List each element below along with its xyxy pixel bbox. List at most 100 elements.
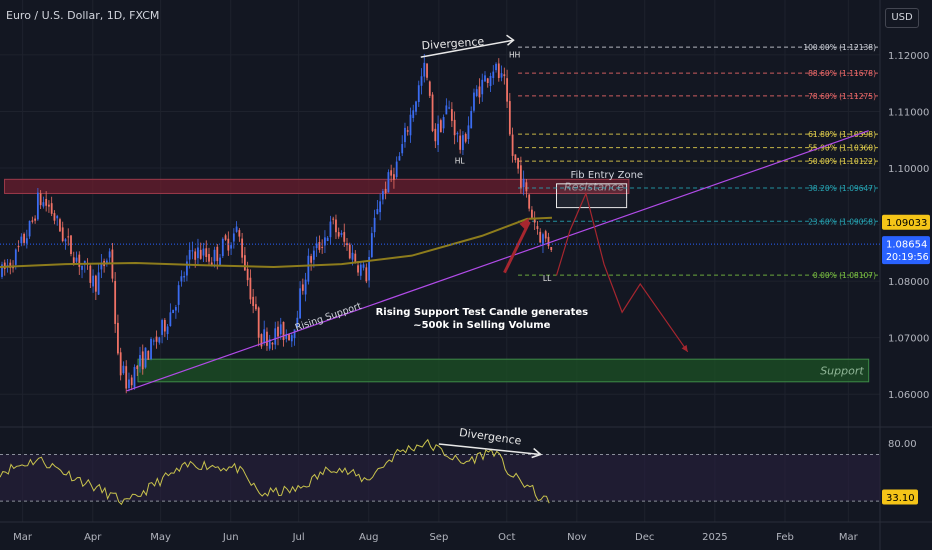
candle-body [174, 307, 177, 311]
rising-support-trendline [126, 130, 869, 392]
candle-body [180, 276, 183, 282]
candle-body [486, 78, 489, 84]
candle-body [114, 280, 117, 324]
candle-body [417, 85, 420, 103]
candle-body [293, 329, 296, 339]
candle-body [495, 63, 497, 71]
candle-body [92, 275, 94, 287]
time-tick-label: 2025 [702, 532, 727, 543]
chart-axes: 1.120001.110001.100001.090001.080001.070… [0, 51, 930, 543]
fib-level-label: 88.60% (1.11678) [808, 69, 876, 78]
candle-body [348, 244, 351, 259]
candle-body [105, 260, 108, 264]
candle-body [508, 101, 511, 135]
bar-countdown-label: 20:19:56 [886, 252, 929, 263]
candle-body [169, 312, 172, 327]
candle-body [83, 260, 86, 265]
ma-value-tag [882, 214, 930, 230]
candle-body [108, 251, 111, 258]
candle-body [241, 238, 244, 258]
candle-body [351, 252, 354, 260]
fib-level-label: 55.90% (1.10360) [808, 144, 876, 153]
time-tick-label: Aug [359, 532, 379, 543]
candle-body [511, 134, 514, 156]
candle-body [9, 262, 12, 268]
candle-body [434, 128, 437, 142]
candle-body [285, 334, 288, 339]
candle-body [279, 324, 282, 335]
price-divergence-arrowhead [506, 34, 515, 46]
candle-body [459, 135, 462, 150]
candle-body [72, 257, 75, 264]
candlestick-series [1, 53, 553, 394]
last-price-tag [882, 236, 930, 265]
candle-body [359, 264, 362, 276]
candle-body [81, 265, 83, 270]
ll-label: LL [543, 274, 552, 283]
candle-body [210, 262, 213, 265]
candle-body [550, 247, 553, 251]
candle-body [224, 235, 227, 240]
candle-body [205, 248, 208, 257]
candle-body [94, 275, 97, 292]
candle-body [384, 188, 387, 194]
candle-body [161, 320, 163, 335]
candle-body [406, 130, 409, 132]
candle-body [147, 350, 150, 360]
candle-body [387, 172, 390, 193]
candle-body [50, 203, 53, 214]
candle-body [28, 220, 31, 237]
candle-body [462, 135, 464, 151]
price-tick-label: 1.11000 [888, 107, 929, 118]
candle-body [332, 218, 335, 220]
candle-body [232, 233, 235, 242]
candle-body [89, 265, 92, 283]
fib-level-label: 100.00% (1.12138) [803, 43, 876, 52]
time-tick-label: Feb [776, 532, 794, 543]
price-divergence-label: Divergence [421, 35, 485, 52]
projected-path-line [555, 191, 689, 353]
candle-body [59, 219, 61, 232]
time-tick-label: May [150, 532, 171, 543]
candle-body [186, 261, 188, 276]
candle-body [235, 226, 238, 232]
candle-body [324, 237, 326, 246]
candle-body [514, 154, 517, 161]
candle-body [346, 243, 348, 246]
candle-body [122, 365, 125, 374]
time-tick-label: Oct [498, 532, 515, 543]
candle-body [428, 81, 431, 96]
fib-level-label: 0.00% (1.08107) [813, 271, 876, 280]
candle-body [335, 219, 337, 233]
candle-body [23, 233, 25, 243]
candle-body [450, 109, 453, 121]
candle-body [453, 119, 456, 136]
candle-body [45, 198, 48, 206]
moving-average-200 [0, 216, 553, 268]
candle-body [56, 215, 59, 219]
candle-body [136, 365, 139, 369]
fib-entry-zone [556, 183, 628, 209]
time-tick-label: Sep [429, 532, 448, 543]
candle-body [141, 351, 144, 370]
candle-body [500, 73, 503, 78]
candle-body [368, 256, 370, 281]
candle-body [354, 253, 357, 263]
candle-body [194, 251, 197, 260]
candle-body [48, 204, 50, 207]
currency-button[interactable]: USD [885, 8, 919, 28]
rsi-value-tag [882, 489, 918, 505]
candle-body [448, 107, 451, 109]
candle-body [539, 231, 542, 243]
candle-body [503, 74, 506, 77]
candle-body [183, 276, 186, 278]
candle-body [213, 249, 216, 262]
hl-label: HL [455, 156, 466, 165]
note-line-1: Rising Support Test Candle generates [376, 307, 589, 318]
candle-body [326, 237, 329, 241]
candle-body [14, 249, 17, 265]
rsi-divergence-arrowhead [531, 447, 543, 459]
candle-body [31, 220, 34, 222]
